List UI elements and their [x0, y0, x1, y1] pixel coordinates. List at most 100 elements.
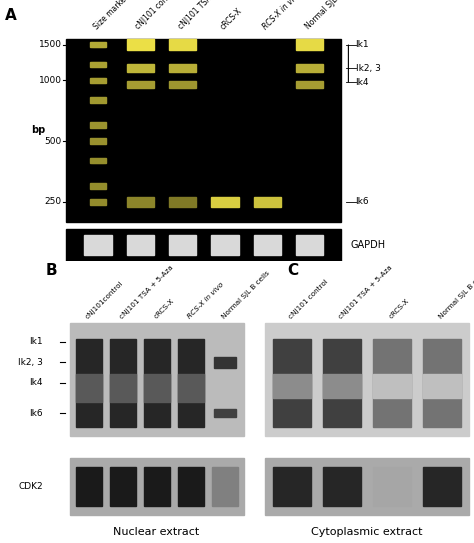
Bar — [215, 198, 235, 206]
Bar — [323, 339, 361, 427]
Bar — [297, 81, 322, 88]
Bar — [273, 339, 311, 427]
Bar — [90, 78, 106, 83]
Bar — [214, 198, 236, 206]
Bar — [132, 41, 149, 48]
Bar — [174, 83, 191, 87]
Bar — [128, 198, 153, 206]
Bar — [169, 81, 196, 89]
Bar — [90, 61, 106, 67]
Bar — [90, 78, 106, 83]
Bar — [92, 78, 104, 83]
Bar — [93, 79, 103, 82]
Bar — [93, 140, 103, 143]
Text: 1000: 1000 — [38, 76, 62, 85]
Bar — [374, 374, 411, 399]
Bar — [91, 42, 105, 47]
Bar — [93, 62, 103, 66]
Bar — [212, 197, 238, 207]
Bar — [93, 98, 103, 102]
Bar — [273, 467, 311, 506]
Bar — [91, 184, 105, 188]
Text: cRCS-X: cRCS-X — [219, 6, 244, 31]
Bar — [92, 184, 104, 188]
Bar — [91, 200, 105, 204]
Bar — [90, 97, 106, 103]
Bar — [131, 41, 149, 48]
Text: cRCS-X: cRCS-X — [153, 298, 175, 320]
Bar — [171, 82, 194, 88]
Bar — [93, 43, 103, 46]
Bar — [132, 83, 149, 87]
Bar — [131, 83, 150, 87]
Bar — [296, 39, 323, 50]
Bar — [91, 123, 105, 128]
Bar — [133, 66, 148, 71]
Bar — [93, 43, 102, 46]
Text: CDK2: CDK2 — [18, 482, 43, 491]
Bar — [301, 66, 318, 71]
Bar — [93, 124, 102, 127]
Bar — [92, 200, 104, 204]
Bar — [170, 81, 195, 88]
Bar — [92, 184, 104, 188]
Bar — [300, 65, 319, 71]
Bar — [255, 198, 279, 206]
Bar — [423, 339, 461, 427]
Bar — [301, 83, 319, 87]
Bar — [93, 159, 103, 162]
Bar — [90, 158, 106, 163]
Bar — [298, 65, 321, 72]
Bar — [93, 184, 103, 188]
Bar — [129, 198, 152, 206]
Bar — [132, 66, 149, 71]
Bar — [174, 65, 191, 71]
Bar — [297, 64, 323, 72]
Bar — [323, 374, 361, 399]
Text: Cytoplasmic extract: Cytoplasmic extract — [311, 527, 423, 538]
Bar — [91, 98, 105, 102]
Text: Ik6: Ik6 — [29, 409, 43, 418]
Bar — [301, 41, 318, 48]
Bar — [91, 78, 105, 83]
Text: A: A — [5, 8, 17, 23]
Bar — [173, 65, 193, 71]
Text: Normal SJL B cells: Normal SJL B cells — [438, 270, 474, 320]
Bar — [90, 42, 106, 47]
Bar — [169, 81, 196, 89]
Bar — [90, 183, 106, 189]
Bar — [93, 123, 103, 127]
Bar — [174, 41, 191, 48]
Bar — [169, 64, 196, 72]
Text: B: B — [45, 263, 57, 279]
Bar — [90, 42, 106, 47]
Text: 250: 250 — [45, 198, 62, 206]
Text: Size marker: Size marker — [91, 0, 130, 31]
Bar — [323, 467, 361, 506]
Bar — [90, 122, 106, 128]
Bar — [91, 159, 105, 163]
Bar — [173, 199, 192, 205]
Bar — [91, 123, 105, 128]
Bar — [90, 42, 106, 47]
Bar — [169, 198, 196, 206]
Bar — [91, 42, 106, 47]
Bar — [258, 199, 277, 205]
Bar — [129, 65, 151, 71]
Bar — [127, 39, 154, 50]
Bar — [91, 78, 105, 83]
Text: bp: bp — [31, 125, 45, 135]
Text: Normal SJL B cells: Normal SJL B cells — [303, 0, 358, 31]
Bar — [296, 235, 323, 255]
Bar — [169, 198, 196, 206]
Bar — [171, 65, 194, 72]
Bar — [92, 98, 104, 102]
Bar — [132, 199, 149, 205]
Bar — [172, 65, 194, 71]
Text: cNJ101control: cNJ101control — [85, 280, 125, 320]
Bar — [254, 198, 281, 206]
Bar — [91, 184, 106, 188]
Bar — [172, 82, 194, 88]
Bar — [91, 184, 105, 188]
Bar — [170, 65, 195, 72]
